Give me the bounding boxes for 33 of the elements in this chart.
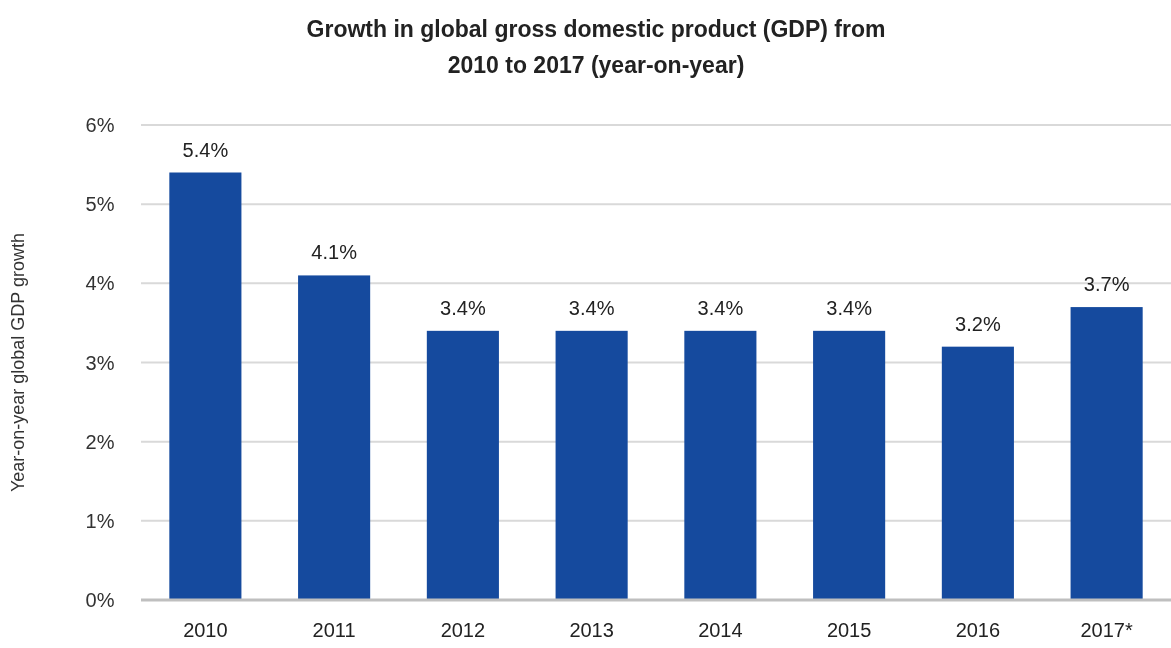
data-label: 4.1% — [311, 241, 358, 264]
data-label: 3.4% — [568, 296, 615, 319]
bar — [555, 330, 628, 600]
x-tick-label: 2017* — [1080, 619, 1133, 641]
y-tick-label: 4% — [85, 272, 115, 295]
x-tick-label: 2015 — [826, 619, 872, 641]
bar — [169, 172, 242, 600]
y-tick-label: 2% — [85, 430, 115, 453]
bar — [941, 346, 1014, 600]
data-label: 3.7% — [1083, 273, 1130, 296]
data-label: 5.4% — [182, 138, 229, 161]
bar — [1070, 307, 1143, 600]
y-tick-label: 0% — [85, 589, 115, 611]
y-axis-title: Year-on-year global GDP growth — [8, 232, 28, 493]
x-tick-label: 2011 — [312, 619, 356, 641]
chart-title: Growth in global gross domestic product (GDP) from 2010 to 2017 (year-on-year) — [306, 16, 886, 78]
y-tick-label: 5% — [85, 193, 115, 216]
x-tick-label: 2012 — [440, 619, 486, 641]
bar — [684, 330, 757, 600]
data-label: 3.4% — [697, 296, 744, 319]
bar — [298, 275, 371, 600]
x-tick-label: 2014 — [698, 619, 743, 641]
data-label: 3.4% — [440, 296, 486, 319]
bar — [813, 330, 886, 600]
x-tick-label: 2010 — [183, 619, 228, 641]
bar — [426, 330, 499, 600]
y-tick-label: 3% — [85, 351, 115, 374]
y-tick-label: 6% — [85, 114, 115, 136]
x-tick-label: 2016 — [955, 619, 1001, 641]
data-label: 3.2% — [955, 312, 1001, 335]
y-tick-label: 1% — [85, 509, 115, 532]
x-tick-label: 2013 — [569, 619, 614, 641]
data-label: 3.4% — [826, 296, 873, 319]
